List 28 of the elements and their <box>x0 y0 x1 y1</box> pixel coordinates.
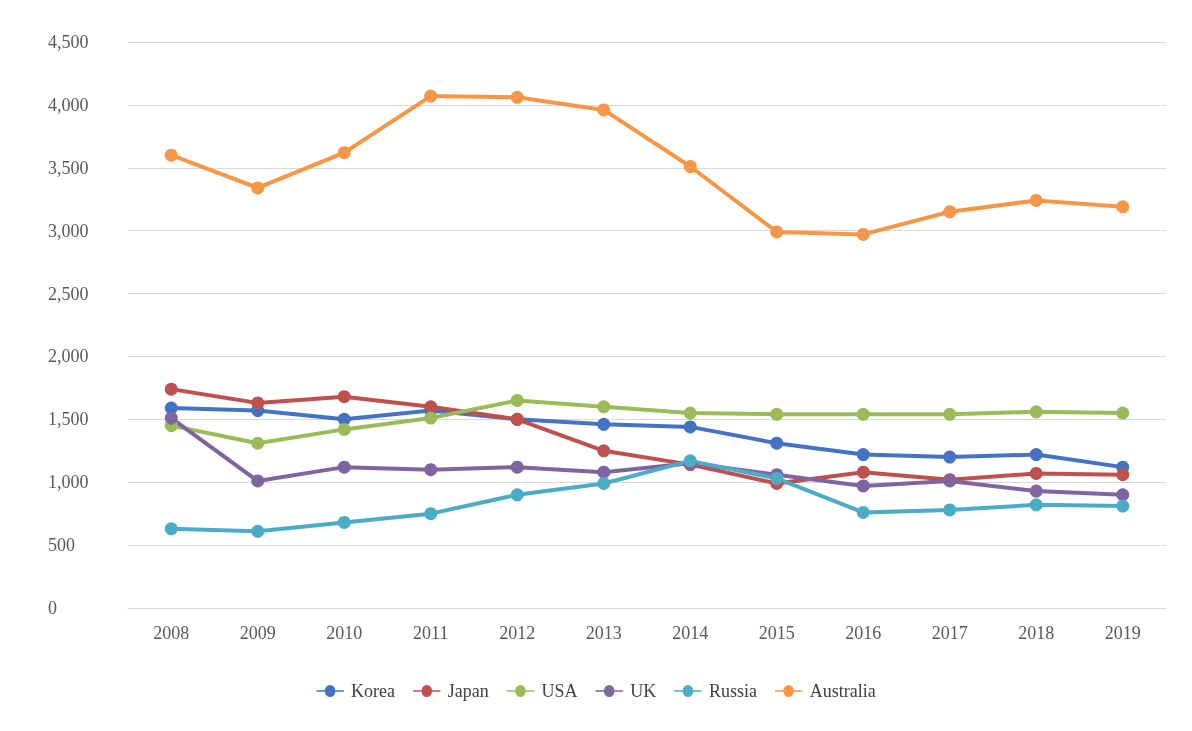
x-tick-label: 2008 <box>153 623 190 643</box>
y-tick-label: 0 <box>48 598 57 618</box>
x-tick-label: 2009 <box>239 623 276 643</box>
y-tick-label: 1,000 <box>48 472 89 493</box>
legend-label: Japan <box>447 681 489 701</box>
legend-label: UK <box>630 681 657 701</box>
x-tick-label: 2011 <box>413 623 449 643</box>
x-tick-label: 2013 <box>585 623 622 643</box>
legend-label: Australia <box>809 681 876 701</box>
x-tick-label: 2019 <box>1104 623 1141 643</box>
y-tick-label: 500 <box>48 535 75 556</box>
legend-label: USA <box>541 681 578 701</box>
y-tick-label: 2,000 <box>48 346 89 367</box>
legend-label: Korea <box>351 681 396 701</box>
y-tick-label: 3,000 <box>48 220 89 241</box>
x-tick-label: 2016 <box>845 623 882 643</box>
x-tick-label: 2014 <box>672 623 709 643</box>
x-tick-label: 2015 <box>758 623 795 643</box>
x-tick-label: 2010 <box>326 623 363 643</box>
y-tick-label: 4,500 <box>48 32 89 52</box>
y-tick-label: 3,500 <box>48 157 89 178</box>
y-tick-label: 1,500 <box>48 409 89 430</box>
legend-label: Russia <box>708 681 757 701</box>
y-tick-label: 4,000 <box>48 94 89 115</box>
x-tick-label: 2017 <box>931 623 968 643</box>
x-tick-label: 2012 <box>499 623 536 643</box>
y-tick-label: 2,500 <box>48 283 89 304</box>
x-tick-label: 2018 <box>1018 623 1055 643</box>
